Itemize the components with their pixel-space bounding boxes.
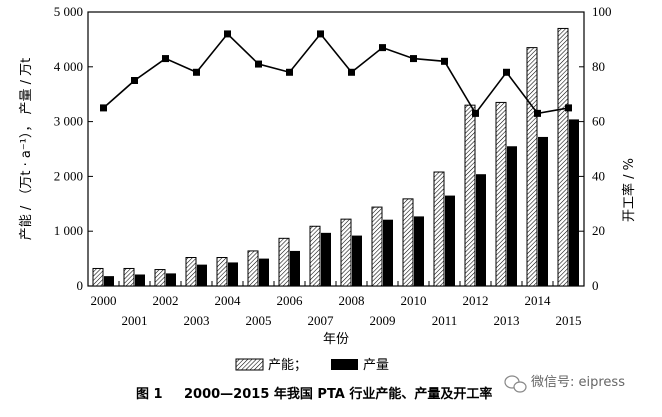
output-bar (414, 216, 424, 286)
left-axis: 0 1 000 2 000 3 000 4 000 5 000 (54, 4, 93, 293)
capacity-bar (247, 250, 259, 287)
x-axis-tick-label: 2011 (432, 313, 458, 328)
left-axis-tick-label: 5 000 (54, 4, 83, 19)
left-axis-tick-label: 4 000 (54, 59, 83, 74)
output-bar (476, 174, 486, 286)
capacity-bar (185, 257, 197, 287)
x-axis-tick-label: 2006 (277, 293, 304, 308)
utilization-line (102, 32, 569, 115)
utilization-point (286, 68, 293, 76)
utilization-point (317, 30, 324, 38)
utilization-point (162, 55, 169, 63)
output-bar (166, 273, 176, 286)
x-axis-tick-label: 2014 (525, 293, 552, 308)
output-bar (445, 195, 455, 286)
x-axis-tick-label: 2007 (308, 313, 335, 328)
left-axis-tick-label: 0 (77, 278, 84, 293)
output-bar (352, 235, 362, 286)
x-axis-tick-label: 2009 (370, 313, 396, 328)
bar-series (92, 27, 579, 287)
legend-output-swatch (331, 359, 358, 370)
watermark-text: 微信号: eipress (531, 375, 625, 390)
right-axis-tick-label: 80 (592, 59, 605, 74)
utilization-point (503, 68, 510, 76)
x-axis: 2000 2001 2002 2003 2004 2005 2006 2007 2008 2009… (87, 281, 585, 328)
utilization-point (441, 57, 448, 65)
output-bar (135, 274, 145, 286)
output-bar (383, 219, 393, 286)
capacity-bar (92, 267, 104, 287)
right-axis-tick-label: 100 (592, 4, 612, 19)
capacity-bar (464, 104, 476, 287)
capacity-bar (278, 237, 290, 287)
x-axis-tick-label: 2010 (401, 293, 427, 308)
output-bar (228, 262, 238, 286)
x-axis-tick-label: 2005 (246, 313, 272, 328)
utilization-point (348, 68, 355, 76)
left-axis-title: 产能 / （万t · a⁻¹）， 产量 / 万t (19, 58, 34, 241)
left-axis-tick-label: 3 000 (54, 114, 83, 129)
left-axis-tick-label: 2 000 (54, 168, 83, 183)
x-axis-tick-label: 2000 (91, 293, 117, 308)
x-axis-tick-label: 2004 (215, 293, 242, 308)
utilization-point (131, 77, 138, 84)
utilization-point (193, 68, 200, 76)
capacity-bar (216, 257, 228, 287)
output-bar (321, 232, 331, 286)
utilization-point (255, 60, 262, 68)
watermark: 微信号: eipress (504, 375, 625, 393)
x-axis-tick-label: 2013 (494, 313, 520, 328)
capacity-bar (123, 267, 135, 287)
utilization-point (379, 44, 386, 52)
left-axis-tick-label: 1 000 (54, 223, 83, 238)
right-axis-tick-label: 0 (592, 278, 599, 293)
wechat-icon (504, 375, 527, 393)
output-bar (290, 250, 300, 286)
capacity-bar (433, 171, 445, 287)
caption-number: 图 1 (136, 387, 163, 402)
utilization-point (410, 55, 417, 63)
right-axis-tick-label: 60 (592, 114, 605, 129)
capacity-bar (495, 101, 507, 287)
right-axis-title: 开工率 / % (621, 158, 637, 222)
output-bar (259, 258, 269, 286)
output-bar (197, 264, 207, 286)
utilization-line-series (100, 30, 572, 117)
output-bar (507, 146, 517, 286)
utilization-point (224, 30, 231, 38)
utilization-point (100, 104, 107, 112)
utilization-point (534, 109, 541, 117)
x-axis-tick-label: 2008 (339, 293, 365, 308)
legend-capacity-label: 产能； (268, 358, 307, 373)
figure-caption: 图 1 2000—2015 年我国 PTA 行业产能、产量及开工率 (136, 386, 492, 402)
capacity-bar (154, 269, 166, 287)
right-axis-tick-label: 20 (592, 223, 605, 238)
capacity-bar (371, 206, 383, 287)
x-axis-tick-label: 2012 (463, 293, 489, 308)
legend-capacity-swatch (235, 358, 264, 371)
x-axis-title: 年份 (323, 332, 349, 347)
utilization-point (472, 109, 479, 117)
x-axis-tick-label: 2003 (184, 313, 210, 328)
x-axis-tick-label: 2015 (556, 313, 582, 328)
utilization-point (565, 104, 572, 112)
legend-output-label: 产量 (363, 358, 389, 373)
output-bar (538, 136, 548, 286)
right-axis-tick-label: 40 (592, 168, 605, 183)
capacity-bar (402, 198, 414, 287)
x-axis-tick-label: 2002 (153, 293, 179, 308)
x-axis-tick-label: 2001 (122, 313, 148, 328)
legend: 产能； 产量 (235, 358, 389, 373)
right-axis: 0 20 40 60 80 100 (579, 4, 612, 293)
capacity-bar (309, 225, 321, 287)
capacity-bar (526, 47, 538, 287)
capacity-bar (340, 218, 352, 287)
caption-title: 2000—2015 年我国 PTA 行业产能、产量及开工率 (184, 386, 492, 402)
output-bar (569, 119, 579, 287)
capacity-bar (557, 27, 569, 287)
output-bar (104, 276, 114, 286)
